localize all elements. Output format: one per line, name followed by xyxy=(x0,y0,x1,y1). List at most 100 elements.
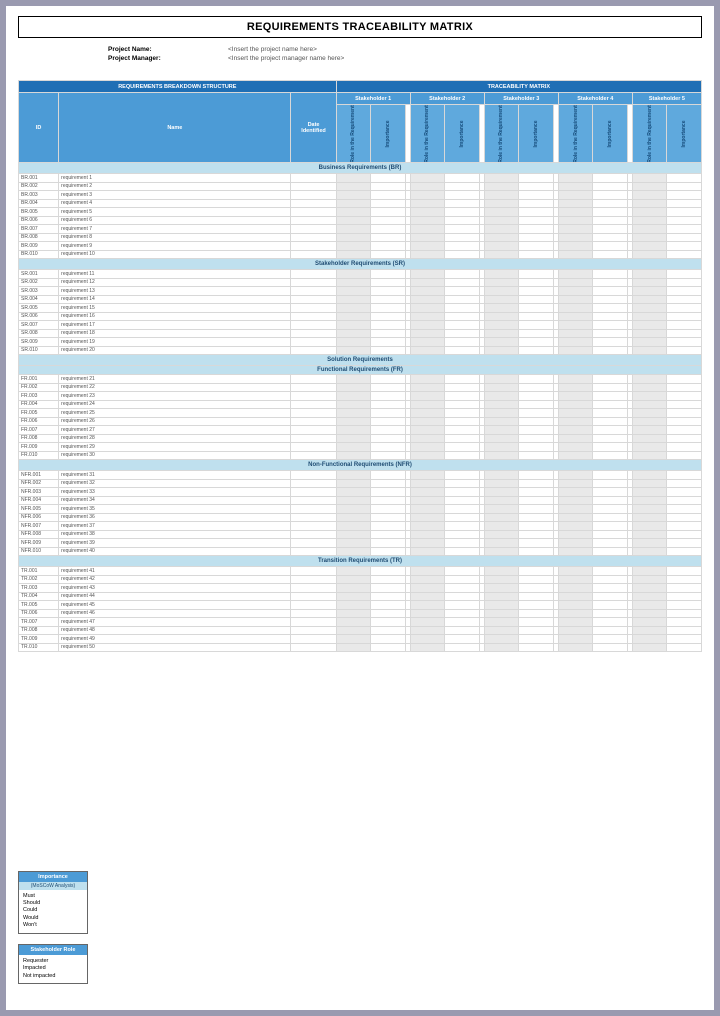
cell-role[interactable] xyxy=(558,547,593,556)
cell-importance[interactable] xyxy=(519,304,554,313)
cell-importance[interactable] xyxy=(519,182,554,191)
cell-role[interactable] xyxy=(558,479,593,488)
cell-role[interactable] xyxy=(336,242,371,251)
cell-importance[interactable] xyxy=(667,233,702,242)
cell-importance[interactable] xyxy=(445,609,480,618)
cell-role[interactable] xyxy=(558,592,593,601)
cell-role[interactable] xyxy=(410,383,445,392)
cell-importance[interactable] xyxy=(445,321,480,330)
cell-importance[interactable] xyxy=(667,329,702,338)
cell-importance[interactable] xyxy=(371,609,406,618)
cell-importance[interactable] xyxy=(371,567,406,576)
cell-role[interactable] xyxy=(410,392,445,401)
cell-role[interactable] xyxy=(558,618,593,627)
cell-importance[interactable] xyxy=(519,488,554,497)
cell-importance[interactable] xyxy=(519,191,554,200)
cell-role[interactable] xyxy=(632,242,667,251)
cell-importance[interactable] xyxy=(445,434,480,443)
cell-importance[interactable] xyxy=(371,225,406,234)
cell-role[interactable] xyxy=(410,567,445,576)
cell-role[interactable] xyxy=(632,592,667,601)
cell-role[interactable] xyxy=(484,191,519,200)
cell-importance[interactable] xyxy=(371,400,406,409)
cell-role[interactable] xyxy=(484,505,519,514)
cell-role[interactable] xyxy=(484,547,519,556)
cell-role[interactable] xyxy=(336,530,371,539)
cell-role[interactable] xyxy=(410,592,445,601)
cell-role[interactable] xyxy=(558,496,593,505)
cell-importance[interactable] xyxy=(371,409,406,418)
cell-role[interactable] xyxy=(632,182,667,191)
cell-importance[interactable] xyxy=(593,513,628,522)
cell-role[interactable] xyxy=(336,182,371,191)
cell-role[interactable] xyxy=(632,295,667,304)
cell-importance[interactable] xyxy=(593,434,628,443)
cell-importance[interactable] xyxy=(667,225,702,234)
cell-role[interactable] xyxy=(558,270,593,279)
cell-role[interactable] xyxy=(558,329,593,338)
cell-importance[interactable] xyxy=(667,417,702,426)
cell-role[interactable] xyxy=(484,451,519,460)
cell-importance[interactable] xyxy=(667,505,702,514)
cell-role[interactable] xyxy=(336,417,371,426)
cell-importance[interactable] xyxy=(667,539,702,548)
cell-importance[interactable] xyxy=(445,304,480,313)
cell-role[interactable] xyxy=(336,304,371,313)
cell-importance[interactable] xyxy=(445,409,480,418)
cell-importance[interactable] xyxy=(371,505,406,514)
cell-importance[interactable] xyxy=(519,383,554,392)
cell-role[interactable] xyxy=(410,417,445,426)
cell-importance[interactable] xyxy=(593,505,628,514)
cell-role[interactable] xyxy=(632,513,667,522)
cell-role[interactable] xyxy=(632,191,667,200)
cell-importance[interactable] xyxy=(445,539,480,548)
cell-role[interactable] xyxy=(484,250,519,259)
cell-role[interactable] xyxy=(484,338,519,347)
cell-role[interactable] xyxy=(558,242,593,251)
cell-role[interactable] xyxy=(336,443,371,452)
cell-role[interactable] xyxy=(484,329,519,338)
cell-role[interactable] xyxy=(336,392,371,401)
cell-role[interactable] xyxy=(336,278,371,287)
cell-importance[interactable] xyxy=(445,451,480,460)
cell-role[interactable] xyxy=(336,346,371,355)
cell-role[interactable] xyxy=(484,417,519,426)
cell-importance[interactable] xyxy=(371,270,406,279)
cell-role[interactable] xyxy=(410,199,445,208)
cell-importance[interactable] xyxy=(371,216,406,225)
cell-role[interactable] xyxy=(336,383,371,392)
cell-importance[interactable] xyxy=(445,216,480,225)
cell-role[interactable] xyxy=(410,208,445,217)
cell-role[interactable] xyxy=(484,471,519,480)
cell-importance[interactable] xyxy=(371,346,406,355)
cell-importance[interactable] xyxy=(519,539,554,548)
cell-importance[interactable] xyxy=(371,539,406,548)
cell-importance[interactable] xyxy=(519,312,554,321)
cell-role[interactable] xyxy=(336,434,371,443)
cell-importance[interactable] xyxy=(445,174,480,183)
cell-role[interactable] xyxy=(632,609,667,618)
cell-role[interactable] xyxy=(558,191,593,200)
cell-importance[interactable] xyxy=(667,270,702,279)
cell-role[interactable] xyxy=(558,409,593,418)
cell-importance[interactable] xyxy=(371,443,406,452)
cell-importance[interactable] xyxy=(371,191,406,200)
cell-role[interactable] xyxy=(558,182,593,191)
cell-role[interactable] xyxy=(484,488,519,497)
cell-importance[interactable] xyxy=(667,199,702,208)
cell-importance[interactable] xyxy=(445,392,480,401)
cell-role[interactable] xyxy=(558,513,593,522)
cell-importance[interactable] xyxy=(445,338,480,347)
cell-role[interactable] xyxy=(558,635,593,644)
cell-role[interactable] xyxy=(484,496,519,505)
cell-importance[interactable] xyxy=(593,199,628,208)
cell-role[interactable] xyxy=(410,242,445,251)
cell-role[interactable] xyxy=(632,434,667,443)
cell-importance[interactable] xyxy=(519,522,554,531)
cell-role[interactable] xyxy=(336,287,371,296)
cell-role[interactable] xyxy=(410,182,445,191)
cell-importance[interactable] xyxy=(445,530,480,539)
cell-role[interactable] xyxy=(410,451,445,460)
cell-importance[interactable] xyxy=(371,312,406,321)
cell-role[interactable] xyxy=(410,304,445,313)
